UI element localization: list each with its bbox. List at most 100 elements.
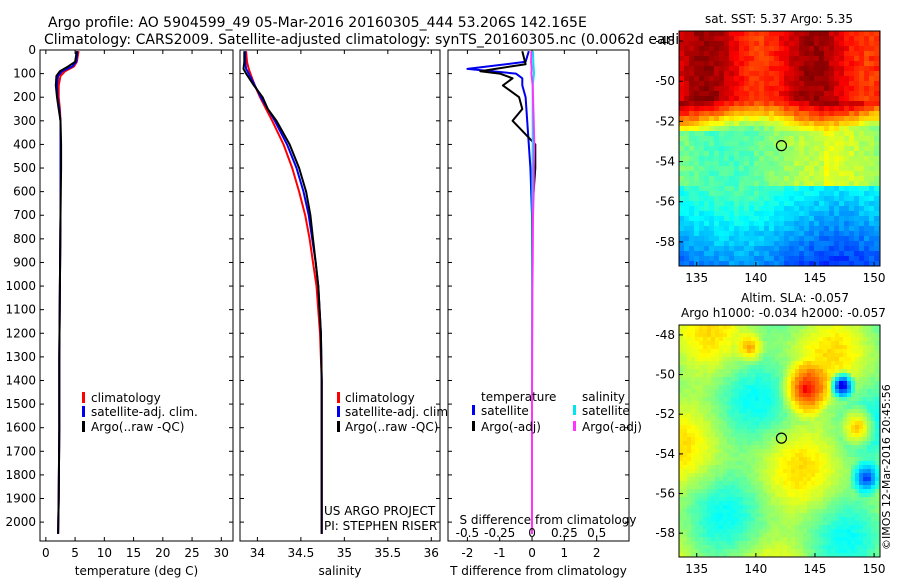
- sst_map-cell: [859, 96, 865, 102]
- sla_map-cell: [783, 537, 788, 542]
- sst_map-cell: [709, 206, 715, 212]
- sst_map-cell: [789, 86, 795, 92]
- sla_map-cell: [691, 361, 696, 366]
- sla_map-cell: [683, 397, 688, 402]
- sla_map-cell: [819, 329, 824, 334]
- sla_map-cell: [791, 449, 796, 454]
- sst_map-cell: [849, 241, 855, 247]
- sla_map-cell: [815, 445, 820, 450]
- sla_map-cell: [827, 341, 832, 346]
- sla_map-cell: [679, 369, 684, 374]
- sla_map-cell: [727, 389, 732, 394]
- sla_map-cell: [763, 393, 768, 398]
- sla_map-cell: [783, 357, 788, 362]
- sst_map-cell: [874, 46, 880, 52]
- sst_map-cell: [749, 236, 755, 242]
- sla_map-cell: [743, 385, 748, 390]
- sst_map-cell: [684, 226, 690, 232]
- sst_map-cell: [834, 101, 840, 107]
- sla_map-cell: [767, 505, 772, 510]
- sla_map-cell: [819, 437, 824, 442]
- sla_map-cell: [787, 489, 792, 494]
- sla_map-cell: [803, 489, 808, 494]
- sst_map-cell: [769, 211, 775, 217]
- sst_map-cell: [849, 251, 855, 257]
- sla_map-cell: [867, 365, 872, 370]
- sst_map-cell: [854, 151, 860, 157]
- sla_map-cell: [767, 417, 772, 422]
- legend-swatch-sal-satellite: [573, 405, 576, 415]
- sla_map-cell: [783, 497, 788, 502]
- sla_map-cell: [755, 337, 760, 342]
- sla_map-cell: [783, 401, 788, 406]
- sst_map-cell: [834, 31, 840, 37]
- sla_map-cell: [723, 349, 728, 354]
- sla_map-cell: [811, 541, 816, 546]
- sst_map-cell: [714, 71, 720, 77]
- sst_map-cell: [684, 141, 690, 147]
- sst_map-cell: [729, 56, 735, 62]
- sla_map-cell: [799, 417, 804, 422]
- sst_map-cell: [714, 176, 720, 182]
- sla_map-cell: [803, 421, 808, 426]
- sla_map-cell: [867, 485, 872, 490]
- sla_map-cell: [739, 409, 744, 414]
- sla_map-cell: [751, 449, 756, 454]
- sst_map-cell: [809, 176, 815, 182]
- sst_map-cell: [739, 96, 745, 102]
- sst_map-cell: [804, 156, 810, 162]
- sla_map-cell: [835, 377, 840, 382]
- sla_map-cell: [839, 373, 844, 378]
- sst_map-cell: [804, 241, 810, 247]
- sla_map-cell: [843, 481, 848, 486]
- sla_map-cell: [803, 465, 808, 470]
- sla_map-cell: [747, 493, 752, 498]
- sla_map-cell: [747, 405, 752, 410]
- sla_map-cell: [783, 521, 788, 526]
- sla_map-cell: [691, 433, 696, 438]
- sla_map-cell: [743, 505, 748, 510]
- sla_map-cell: [827, 485, 832, 490]
- sla_map-cell: [727, 461, 732, 466]
- sla_map-cell: [839, 497, 844, 502]
- sst_map-cell: [804, 176, 810, 182]
- sla_map-cell: [795, 345, 800, 350]
- sst_map-cell: [809, 126, 815, 132]
- sst_map-cell: [714, 261, 720, 267]
- sst_map-cell: [754, 61, 760, 67]
- sla_map-cell: [791, 393, 796, 398]
- sst_map-cell: [729, 151, 735, 157]
- sst_map-cell: [719, 186, 725, 192]
- sst_map-cell: [859, 136, 865, 142]
- sla_map-cell: [875, 517, 880, 522]
- sst_map-cell: [759, 211, 765, 217]
- sst_map-cell: [854, 166, 860, 172]
- sst_map-cell: [789, 211, 795, 217]
- sst_map-cell: [809, 241, 815, 247]
- sst_map-cell: [759, 106, 765, 112]
- sst_map-cell: [684, 206, 690, 212]
- sla_map-cell: [863, 385, 868, 390]
- sla_map-cell: [827, 509, 832, 514]
- sst_map-cell: [744, 136, 750, 142]
- sst_map-cell: [679, 116, 685, 122]
- sla_map-cell: [743, 517, 748, 522]
- sst_map-cell: [809, 171, 815, 177]
- sla_map-cell: [807, 329, 812, 334]
- salinity-diff-tick-label: 0.25: [551, 526, 578, 540]
- sst_map-cell: [799, 226, 805, 232]
- sla_map-cell: [731, 369, 736, 374]
- sla_map-cell: [715, 461, 720, 466]
- sst_map-cell: [809, 51, 815, 57]
- sla_map-cell: [863, 509, 868, 514]
- sst_map-cell: [764, 181, 770, 187]
- sla_map-cell: [855, 433, 860, 438]
- sla_map-cell: [823, 421, 828, 426]
- temperature-x-tick-label: 30: [214, 546, 229, 560]
- sst_map-cell: [844, 51, 850, 57]
- sla_map-cell: [867, 329, 872, 334]
- sst_map-cell: [774, 226, 780, 232]
- sla_map-cell: [731, 401, 736, 406]
- sst_map-cell: [834, 256, 840, 262]
- sla_map-cell: [767, 489, 772, 494]
